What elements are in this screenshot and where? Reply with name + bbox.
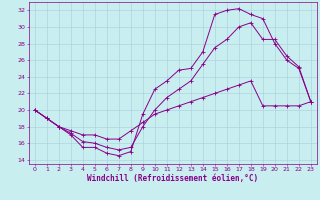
X-axis label: Windchill (Refroidissement éolien,°C): Windchill (Refroidissement éolien,°C) [87, 174, 258, 183]
